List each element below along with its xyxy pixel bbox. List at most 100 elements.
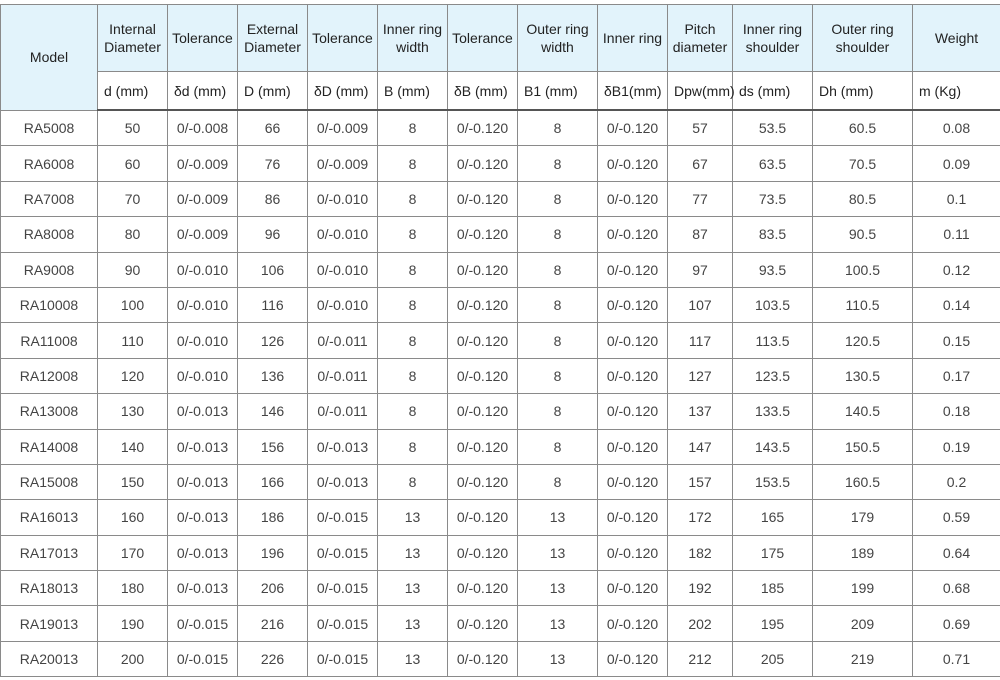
table-cell: 140 [98,429,168,464]
table-cell: 117 [668,323,733,358]
table-cell: 0.64 [913,535,1000,570]
table-cell: 0.69 [913,606,1000,641]
table-cell: 165 [733,500,813,535]
table-cell: 0/-0.013 [308,429,378,464]
table-cell: 90.5 [813,217,913,252]
table-cell: 8 [518,323,598,358]
table-cell: 0/-0.120 [598,287,668,322]
table-cell: 106 [238,252,308,287]
table-cell: 120.5 [813,323,913,358]
table-cell: 86 [238,181,308,216]
header-row: Model Internal Diameter Tolerance Extern… [1,5,1000,72]
table-cell: 0/-0.013 [168,571,238,606]
table-cell: 185 [733,571,813,606]
table-cell: 0/-0.010 [308,181,378,216]
table-cell: 147 [668,429,733,464]
table-cell: 0/-0.120 [598,464,668,499]
table-cell: 120 [98,358,168,393]
table-cell: 0.11 [913,217,1000,252]
header-tolerance-d: Tolerance [168,5,238,72]
table-cell: 0/-0.015 [308,641,378,676]
model-cell: RA10008 [1,287,98,322]
table-cell: 0.2 [913,464,1000,499]
model-cell: RA16013 [1,500,98,535]
table-cell: 219 [813,641,913,676]
table-cell: 63.5 [733,146,813,181]
model-cell: RA13008 [1,394,98,429]
table-cell: 0/-0.015 [168,606,238,641]
table-cell: 70.5 [813,146,913,181]
table-cell: 0/-0.120 [448,606,518,641]
table-cell: 0/-0.120 [448,146,518,181]
table-cell: 8 [378,146,448,181]
table-cell: 130.5 [813,358,913,393]
table-cell: 110.5 [813,287,913,322]
unit-delta-B1: δB1(mm) [598,72,668,111]
table-cell: 0/-0.013 [168,394,238,429]
model-cell: RA6008 [1,146,98,181]
unit-Dh: Dh (mm) [813,72,913,111]
unit-d: d (mm) [98,72,168,111]
table-cell: 13 [518,535,598,570]
table-cell: 166 [238,464,308,499]
header-tolerance-D: Tolerance [308,5,378,72]
table-cell: 8 [518,287,598,322]
table-cell: 205 [733,641,813,676]
table-cell: 175 [733,535,813,570]
table-cell: 123.5 [733,358,813,393]
table-cell: 77 [668,181,733,216]
header-external-diameter: External Diameter [238,5,308,72]
table-cell: 0/-0.013 [168,535,238,570]
table-cell: 216 [238,606,308,641]
table-cell: 0/-0.120 [598,571,668,606]
table-cell: 0.1 [913,181,1000,216]
table-cell: 0.71 [913,641,1000,676]
table-cell: 180 [98,571,168,606]
table-cell: 8 [378,252,448,287]
table-cell: 137 [668,394,733,429]
table-cell: 156 [238,429,308,464]
table-cell: 8 [378,394,448,429]
table-cell: 93.5 [733,252,813,287]
table-cell: 0/-0.011 [308,394,378,429]
table-cell: 0.68 [913,571,1000,606]
table-cell: 0/-0.120 [598,394,668,429]
table-cell: 83.5 [733,217,813,252]
table-cell: 67 [668,146,733,181]
table-cell: 0/-0.120 [598,535,668,570]
table-cell: 8 [378,287,448,322]
table-cell: 157 [668,464,733,499]
table-cell: 0/-0.011 [308,358,378,393]
table-cell: 8 [378,181,448,216]
table-cell: 212 [668,641,733,676]
table-cell: 13 [518,606,598,641]
table-cell: 0/-0.120 [598,641,668,676]
table-cell: 0/-0.010 [308,217,378,252]
model-cell: RA12008 [1,358,98,393]
table-cell: 0/-0.120 [448,287,518,322]
table-cell: 96 [238,217,308,252]
table-cell: 0/-0.009 [168,217,238,252]
model-cell: RA17013 [1,535,98,570]
table-cell: 0/-0.011 [308,323,378,358]
table-cell: 0.08 [913,110,1000,146]
table-cell: 0/-0.013 [308,464,378,499]
table-cell: 13 [378,571,448,606]
table-cell: 209 [813,606,913,641]
table-cell: 170 [98,535,168,570]
table-cell: 116 [238,287,308,322]
table-cell: 0/-0.120 [448,500,518,535]
header-outer-ring-shoulder: Outer ring shoulder [813,5,913,72]
table-cell: 136 [238,358,308,393]
table-cell: 8 [518,252,598,287]
table-cell: 8 [378,110,448,146]
table-cell: 13 [378,606,448,641]
unit-B1: B1 (mm) [518,72,598,111]
